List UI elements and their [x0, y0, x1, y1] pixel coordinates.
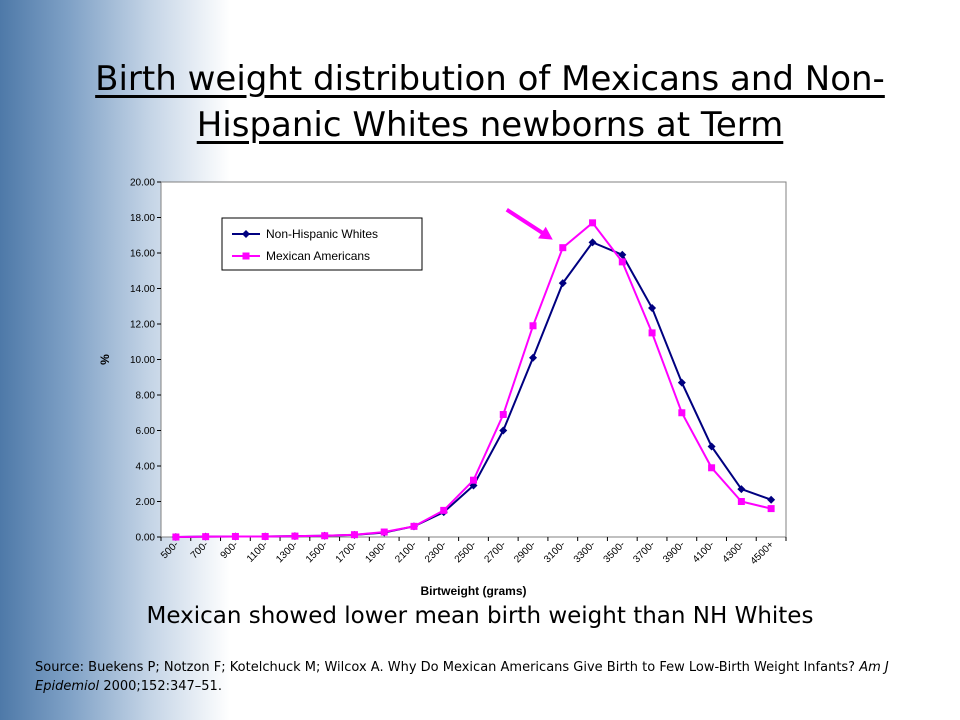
x-axis-title: Birtweight (grams) — [420, 584, 526, 598]
series-1-point — [410, 522, 418, 530]
birthweight-chart: 0.00 2.00 4.00 6.00 8.00 10.00 12.00 14.00 16.00… — [95, 170, 815, 610]
x-tick-label: 3300- — [572, 539, 598, 565]
series-1-point — [737, 498, 745, 505]
series-0-point — [677, 378, 686, 387]
y-tick-label: 0.00 — [136, 533, 156, 544]
y-tick-label: 20.00 — [130, 178, 155, 189]
y-tick-label: 16.00 — [130, 249, 155, 260]
y-tick-label: 2.00 — [136, 497, 156, 508]
slide-title: Birth weight distribution of Mexicans an… — [95, 59, 885, 145]
series-0-point — [529, 353, 538, 362]
series-1-point — [559, 244, 567, 252]
y-axis-title: % — [98, 354, 112, 365]
x-tick-label: 2900- — [512, 539, 538, 565]
series-1-point — [589, 219, 597, 227]
x-tick-label: 500- — [159, 539, 181, 561]
series-0-point — [737, 485, 746, 494]
legend-label-0: Non-Hispanic Whites — [266, 227, 378, 241]
series-1-point — [202, 533, 210, 541]
x-tick-label: 1700- — [334, 539, 360, 565]
source-citation: Source: Buekens P; Notzon F; Kotelchuck … — [35, 658, 915, 696]
legend-marker-1 — [242, 252, 250, 260]
y-tick-label: 4.00 — [136, 462, 156, 473]
series-1-point — [678, 409, 686, 417]
y-tick-label: 10.00 — [130, 355, 155, 366]
series-1-point — [708, 464, 716, 472]
series-1-point — [172, 533, 180, 541]
x-tick-label: 3500- — [602, 539, 628, 565]
series-1-point — [231, 532, 239, 540]
x-tick-label: 2100- — [393, 539, 419, 565]
legend-marker-0 — [242, 230, 250, 238]
series-1-point — [321, 532, 329, 540]
x-tick-label: 4300- — [721, 539, 747, 565]
series-1-point — [470, 476, 477, 484]
series-1-point — [499, 411, 507, 419]
legend-label-1: Mexican Americans — [266, 249, 370, 263]
series-1-point — [350, 531, 358, 539]
x-tick-label: 3900- — [661, 539, 687, 565]
series-0-point — [588, 238, 597, 247]
x-tick-label: 3100- — [542, 539, 568, 565]
conclusion-text: Mexican showed lower mean birth weight t… — [146, 603, 814, 629]
x-tick-label: 1500- — [304, 539, 330, 565]
annotation-arrow-shaft — [505, 207, 548, 238]
series-0-point — [707, 442, 716, 451]
annotation-arrow-head — [538, 226, 553, 240]
chart-svg: 0.00 2.00 4.00 6.00 8.00 10.00 12.00 14.00 16.00… — [98, 178, 787, 598]
source-journal: Am J Epidemiol — [35, 660, 889, 694]
series-0-point — [767, 495, 776, 504]
x-tick-label: 700- — [189, 539, 211, 561]
x-tick-label: 1100- — [245, 539, 270, 564]
x-tick-label: 2500- — [453, 539, 479, 565]
source-prefix: Source: Buekens P; Notzon F; Kotelchuck … — [35, 660, 856, 675]
series-0-point — [558, 279, 567, 288]
x-tick-label: 2700- — [483, 539, 509, 565]
x-tick-label: 1900- — [363, 539, 389, 565]
series-1-point — [291, 532, 299, 540]
series-1-point — [440, 506, 448, 514]
x-tick-label: 3700- — [631, 539, 657, 565]
series-1-point — [529, 322, 537, 330]
series-1-point — [618, 258, 626, 266]
x-tick-label: 1300- — [274, 539, 300, 565]
y-tick-label: 6.00 — [136, 426, 156, 437]
series-1-point — [261, 532, 269, 540]
series-0-point — [618, 250, 627, 259]
y-tick-label: 14.00 — [130, 284, 155, 295]
x-tick-label: 4500+ — [749, 539, 777, 567]
source-citation-detail: 2000;152:347–51. — [103, 679, 222, 694]
x-tick-label: 900- — [219, 539, 241, 561]
x-tick-label: 4100- — [691, 539, 717, 565]
y-tick-label: 12.00 — [130, 320, 155, 331]
legend-box — [221, 217, 423, 271]
y-tick-label: 8.00 — [136, 391, 156, 402]
series-0-point — [648, 304, 657, 313]
series-1-point — [648, 329, 656, 337]
series-0-point — [499, 426, 508, 435]
x-tick-label: 2300- — [423, 539, 449, 565]
y-tick-label: 18.00 — [130, 213, 155, 224]
series-1-point — [380, 528, 388, 536]
series-1-point — [767, 505, 775, 513]
